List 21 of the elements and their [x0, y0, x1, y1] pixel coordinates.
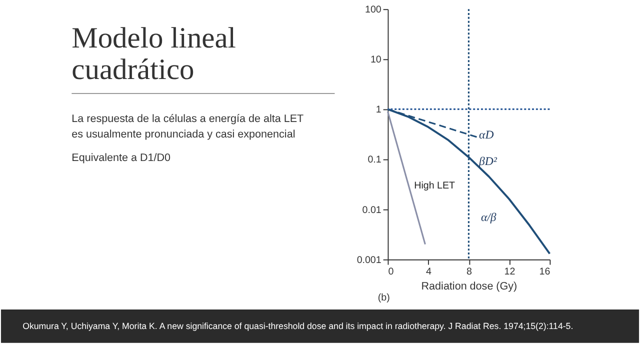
series-label: High LET	[414, 180, 455, 192]
y-tick-label: 10	[370, 54, 382, 66]
text: Modelo lineal cuadrático	[72, 22, 236, 86]
x-tick-label: 4	[426, 266, 432, 278]
annotation: α/β	[480, 211, 496, 224]
text: La respuesta de la células a energía de alta LET es usualmente pronunciada y casi exponencial	[72, 112, 304, 141]
x-tick-label: 16	[539, 266, 551, 278]
annotation: αD	[479, 128, 494, 142]
x-axis-title: Radiation dose (Gy)	[421, 280, 518, 292]
text: (b)	[378, 292, 390, 304]
x-tick-label: 12	[504, 266, 516, 278]
y-tick-label: 0.001	[356, 254, 382, 266]
text: Okumura Y, Uchiyama Y, Morita K. A new significance of quasi-threshold dose and its impact in radiotherapy. J Radiat Res. 1974;15(2):114-5.	[22, 321, 574, 332]
annotation: βD²	[478, 155, 498, 168]
y-tick-label: 0.01	[362, 204, 382, 216]
y-tick-label: 0.1	[368, 154, 382, 166]
y-tick-label: 100	[364, 4, 382, 16]
text: Equivalente a D1/D0	[72, 152, 171, 164]
x-tick-label: 0	[388, 266, 394, 278]
x-tick-label: 8	[466, 266, 472, 278]
y-tick-label: 1	[376, 104, 382, 116]
